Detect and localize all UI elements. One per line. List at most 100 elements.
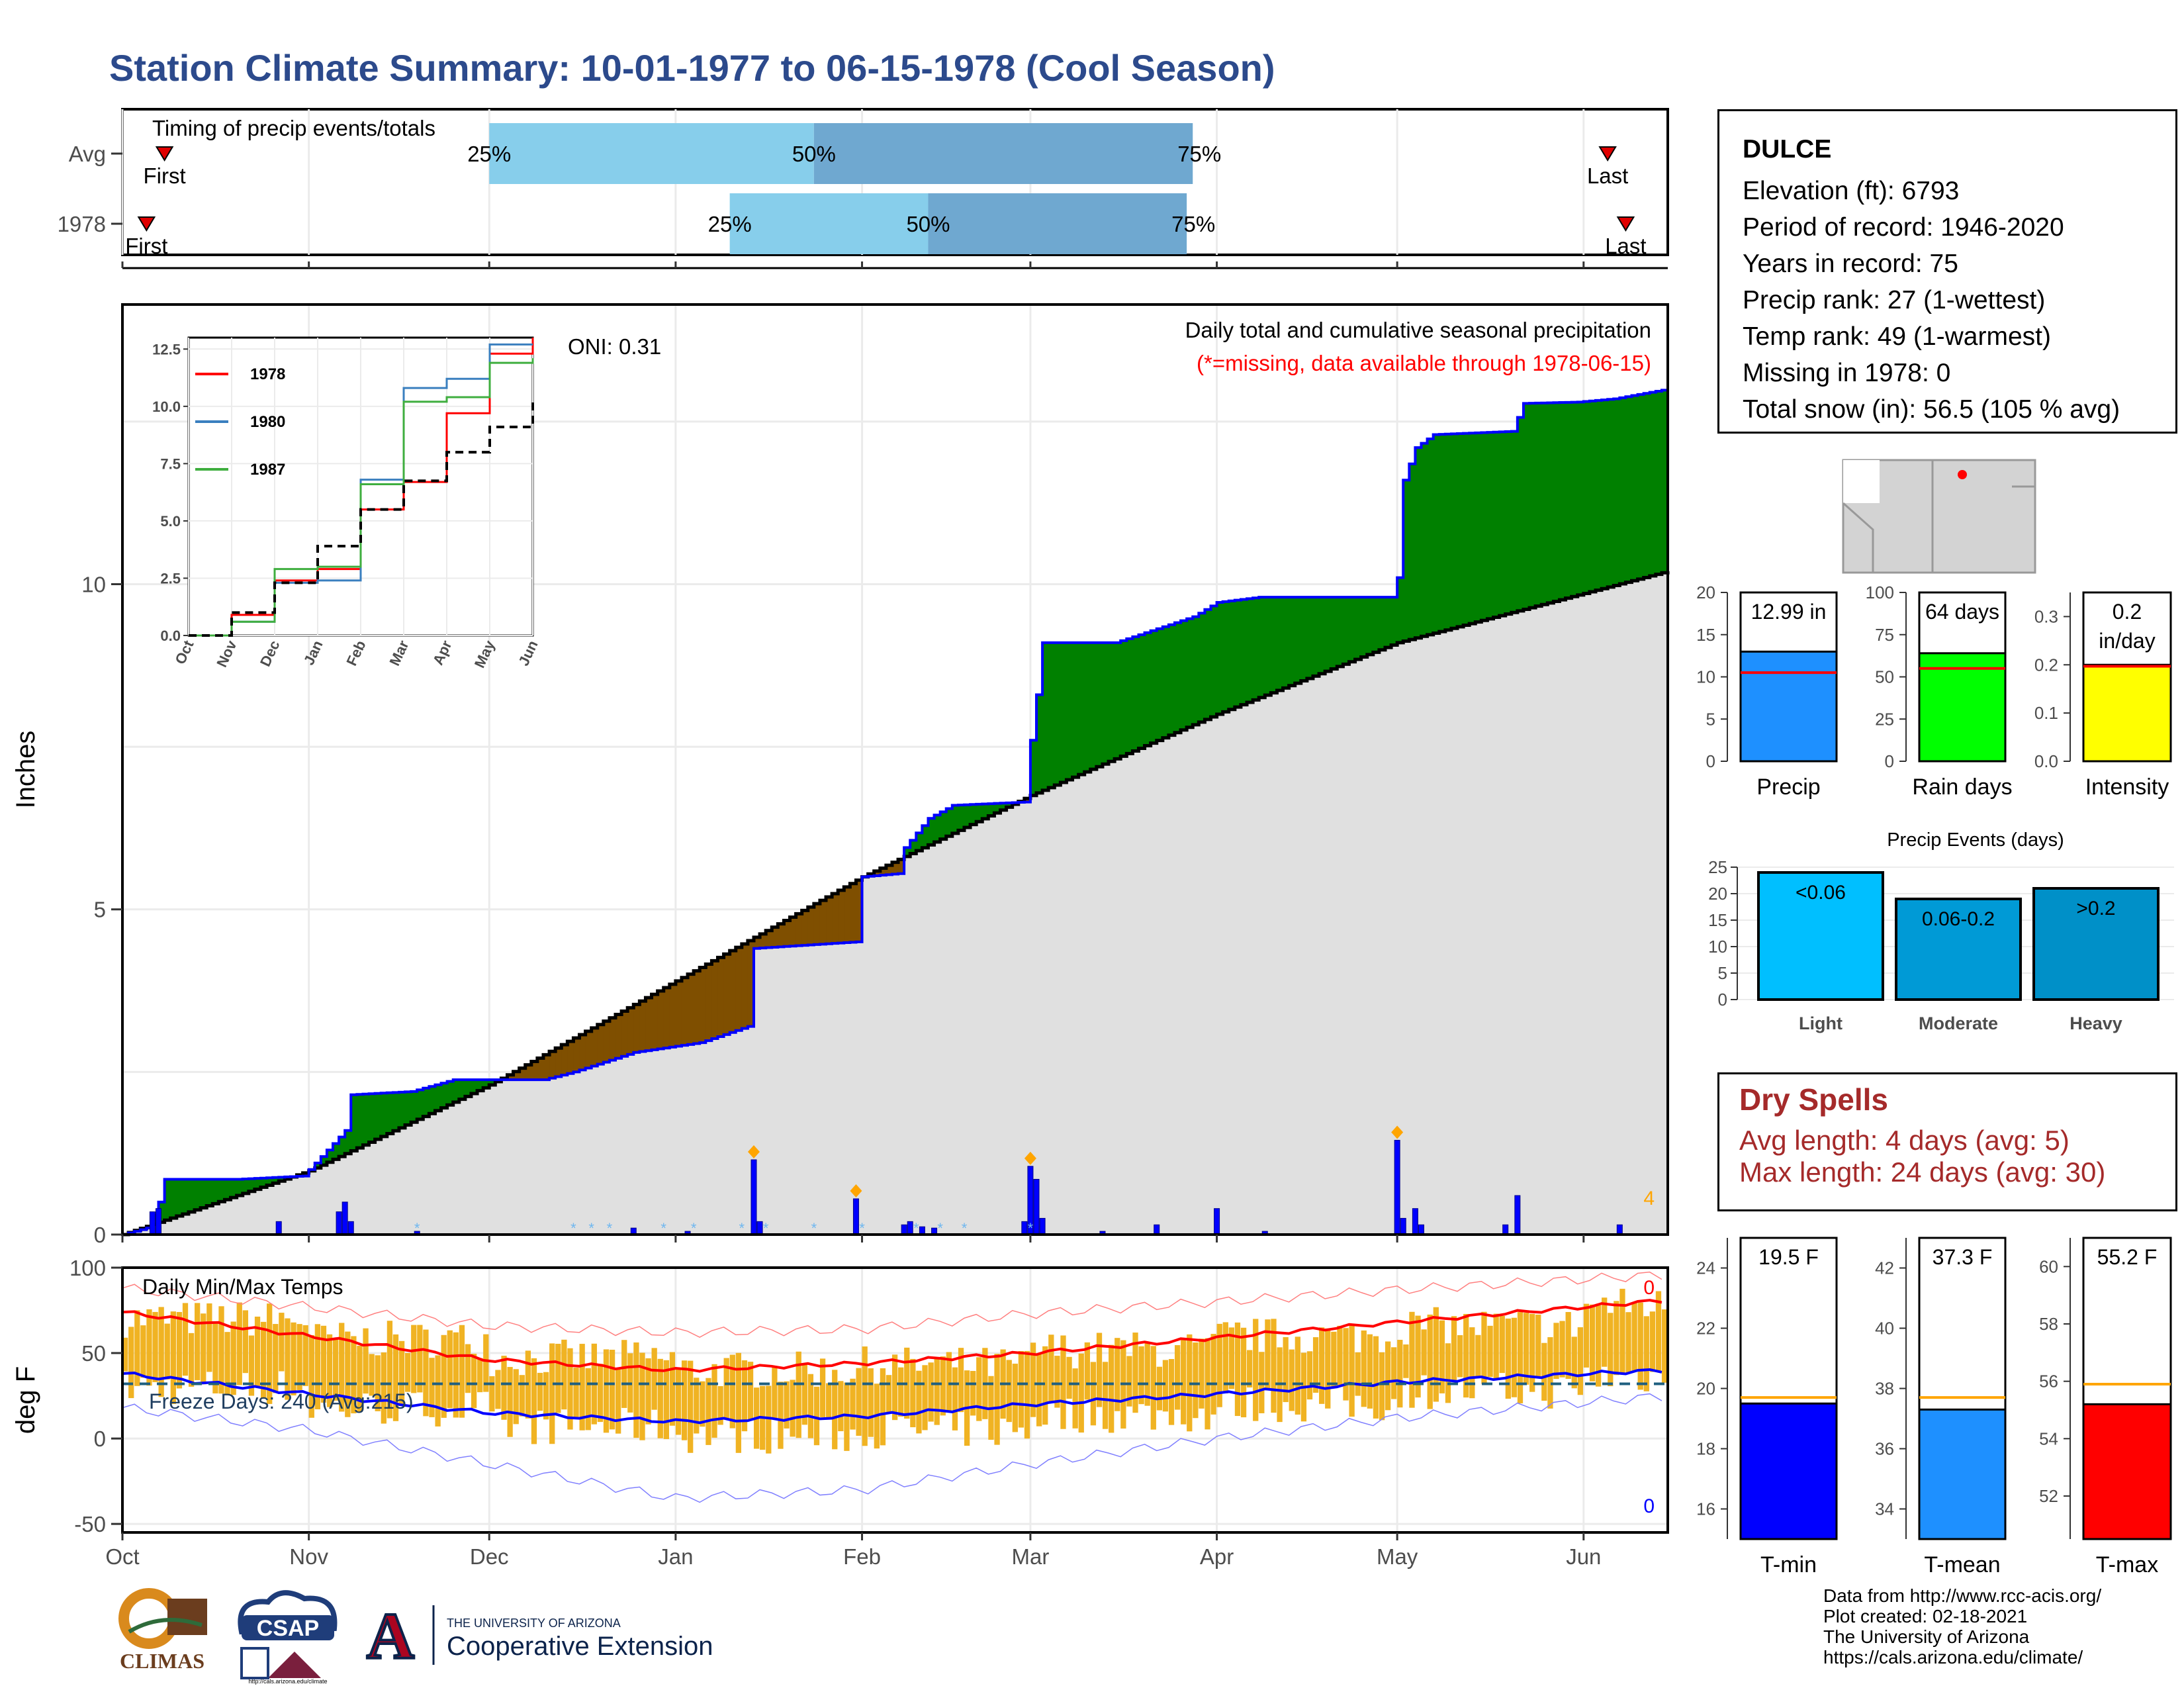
above-average-area (1331, 597, 1338, 669)
large-event-marker (1024, 1151, 1036, 1165)
above-average-area (1132, 636, 1140, 751)
daily-temp-bar (483, 1334, 489, 1392)
above-average-area (1631, 395, 1639, 581)
below-average-area (567, 1041, 574, 1074)
above-average-area (260, 1178, 267, 1188)
above-average-area (982, 804, 989, 819)
daily-temp-bar (501, 1356, 507, 1420)
above-average-area (1181, 620, 1187, 730)
daily-temp-bar (688, 1360, 694, 1453)
station-precip-rank: Precip rank: 27 (1-wettest) (1743, 286, 2046, 314)
csap-logo[interactable]: CSAP http://cals.arizona.edu/climate (228, 1585, 347, 1685)
timing-last-label: Last (1605, 234, 1646, 258)
daily-temp-bar (1115, 1338, 1120, 1411)
above-average-area (375, 1093, 382, 1140)
above-average-area (1619, 397, 1627, 585)
above-average-area (357, 1094, 364, 1149)
above-average-area (1054, 642, 1061, 785)
daily-temp-bar (1271, 1319, 1277, 1413)
below-average-area (531, 1061, 538, 1080)
daily-temp-bar (195, 1303, 201, 1380)
station-missing: Missing in 1978: 0 (1743, 359, 1951, 387)
daily-temp-bar (1595, 1305, 1602, 1387)
below-average-area (778, 923, 785, 947)
below-average-area (507, 1074, 514, 1080)
temp-ylabel: deg F (11, 1366, 40, 1434)
daily-temp-bar (1283, 1336, 1289, 1403)
daily-temp-bar (741, 1360, 748, 1432)
daily-temp-bar (729, 1354, 735, 1429)
summary-rain-days-ytick-label: 25 (1875, 709, 1894, 729)
daily-temp-bar (152, 1311, 158, 1382)
oni-annotation: ONI: 0.31 (568, 334, 661, 359)
daily-temp-bar (230, 1321, 236, 1395)
daily-temp-bar (1631, 1302, 1637, 1372)
timing-last-marker (1598, 146, 1617, 162)
snow-day-marker: * (588, 1220, 594, 1237)
ua-cooperative-extension-logo[interactable]: A THE UNIVERSITY OF ARIZONA Cooperative … (361, 1602, 731, 1668)
csap-logo-url: http://cals.arizona.edu/climate (248, 1678, 327, 1685)
month-axis-label: Mar (1012, 1544, 1050, 1569)
above-average-area (435, 1084, 442, 1111)
daily-temp-bar (1445, 1343, 1451, 1403)
above-average-area (1499, 432, 1506, 616)
above-average-area (1517, 417, 1524, 611)
station-snow: Total snow (in): 56.5 (105 % avg) (1743, 395, 2120, 424)
above-average-area (1355, 597, 1362, 660)
temp-ytick-label: 50 (81, 1341, 106, 1366)
daily-temp-bar (651, 1348, 657, 1410)
daily-temp-bar (1523, 1313, 1529, 1385)
below-average-area (844, 886, 850, 943)
daily-temp-bar (423, 1329, 429, 1417)
climas-logo[interactable]: CLIMAS (109, 1585, 215, 1685)
summary-precip-category-label: Precip (1756, 774, 1820, 800)
above-average-area (1445, 434, 1452, 630)
above-average-area (1115, 642, 1121, 759)
events-value-label: 0.06-0.2 (1922, 908, 1995, 930)
above-average-area (1487, 432, 1494, 619)
large-event-marker (850, 1184, 862, 1197)
avg-cumulative-area (122, 571, 1668, 1235)
daily-temp-bar (597, 1364, 604, 1423)
above-average-area (1577, 402, 1584, 595)
above-average-area (1337, 597, 1343, 667)
timing-label-50: 50% (792, 142, 836, 166)
above-average-area (1637, 394, 1645, 579)
above-average-area (1120, 640, 1127, 757)
daily-temp-bar (778, 1382, 784, 1449)
daily-temp-bar (1451, 1316, 1457, 1382)
inset-ytick-label: 7.5 (160, 455, 181, 472)
above-average-area (1415, 447, 1422, 638)
station-period: Period of record: 1946-2020 (1743, 213, 2064, 242)
precip-ylabel: Inches (11, 731, 40, 809)
daily-temp-bar (260, 1321, 267, 1399)
summary-intensity-ytick-label: 0.3 (2034, 606, 2058, 626)
summary-t-max-ytick-label: 52 (2039, 1486, 2058, 1506)
daily-temp-bar (585, 1368, 591, 1430)
daily-temp-bar (1499, 1315, 1505, 1374)
daily-temp-bar (862, 1346, 868, 1446)
daily-temp-bar (555, 1344, 561, 1413)
timing-title: Timing of precip events/totals (152, 116, 435, 140)
below-average-area (694, 970, 700, 1044)
summary-intensity-ytick-label: 0.0 (2034, 751, 2058, 771)
above-average-area (477, 1080, 484, 1091)
above-average-area (279, 1177, 285, 1182)
above-average-area (1439, 434, 1446, 632)
station-location-marker (1958, 470, 1967, 479)
precip-chart: * * * * * * * * * * * * * * 0 5 10 Inches Daily total and … (11, 303, 1670, 1247)
daily-temp-bar (994, 1354, 1000, 1445)
events-ytick-label: 15 (1708, 910, 1727, 930)
daily-temp-bar (1565, 1311, 1571, 1380)
daily-temp-bar (1421, 1329, 1427, 1376)
summary-rain-days-bar (1918, 652, 2007, 763)
daily-temp-bar (880, 1368, 886, 1446)
below-average-area (880, 868, 887, 876)
daily-temp-bar (279, 1313, 285, 1372)
snow-day-marker: * (607, 1220, 613, 1237)
events-bar-heavy (2032, 887, 2160, 1001)
timing-chart: Timing of precip events/totals Avg 25% 50% 7… (58, 108, 1669, 269)
snow-day-marker: * (962, 1220, 968, 1237)
daily-temp-bar (675, 1368, 682, 1435)
precip-corner-value: 4 (1643, 1188, 1655, 1209)
